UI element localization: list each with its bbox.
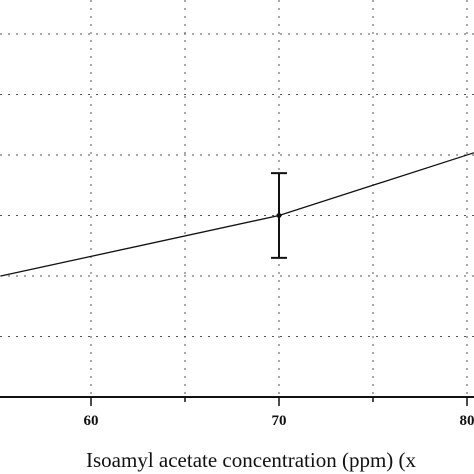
data-point (276, 213, 282, 218)
series-line (0, 152, 474, 277)
x-axis-title: Isoamyl acetate concentration (ppm) (x (86, 448, 417, 472)
x-tick-label: 60 (84, 413, 99, 429)
x-tick-label: 80 (460, 413, 474, 429)
x-axis-ticks (90, 397, 468, 406)
x-tick-label: 70 (272, 413, 287, 429)
x-tick-labels: 60 70 80 (84, 413, 474, 429)
grid-lines (0, 0, 474, 397)
series-group (0, 152, 474, 277)
